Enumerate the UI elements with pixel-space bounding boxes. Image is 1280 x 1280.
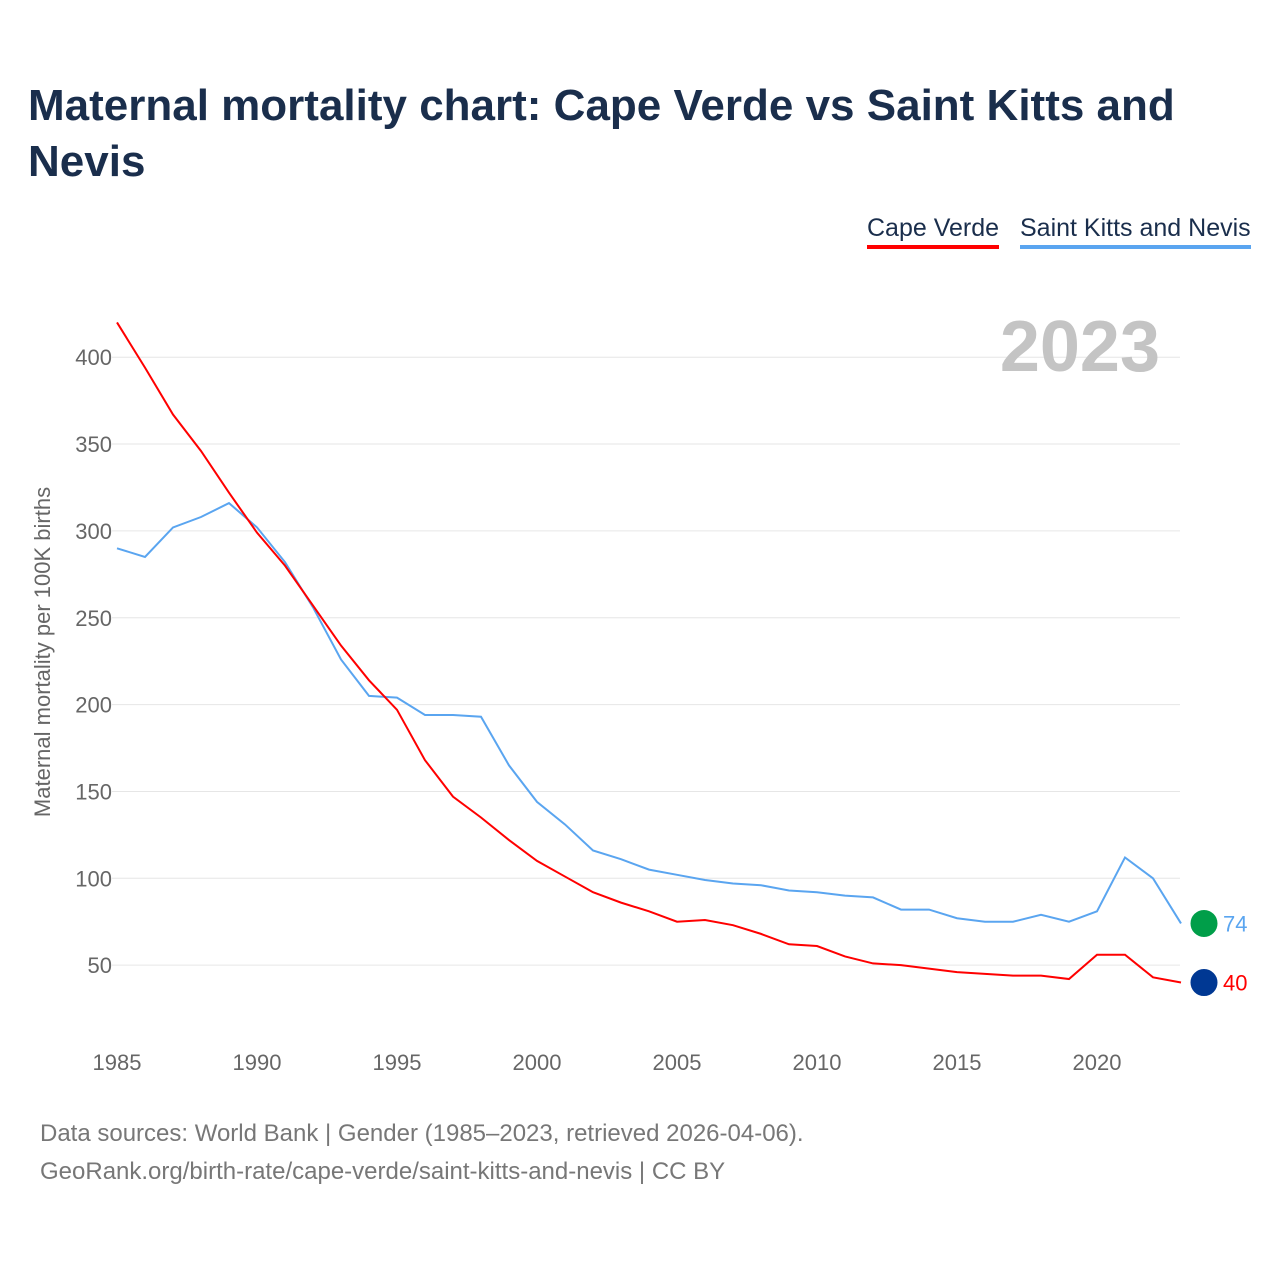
y-tick-label: 200 [75, 693, 112, 718]
flag-icon [1189, 908, 1219, 938]
chart-title: Maternal mortality chart: Cape Verde vs … [28, 81, 1175, 186]
y-tick-label: 250 [75, 606, 112, 631]
end-value-label: 40 [1223, 971, 1247, 996]
y-tick-label: 100 [75, 866, 112, 891]
x-tick-label: 1985 [93, 1050, 142, 1075]
x-tick-label: 2000 [513, 1050, 562, 1075]
source-line: Data sources: World Bank | Gender (1985–… [40, 1120, 804, 1147]
x-tick-label: 2020 [1073, 1050, 1122, 1075]
y-tick-label: 300 [75, 519, 112, 544]
y-axis-label: Maternal mortality per 100K births [30, 487, 55, 817]
x-tick-label: 1990 [233, 1050, 282, 1075]
x-tick-label: 2010 [793, 1050, 842, 1075]
end-value-label: 74 [1223, 911, 1247, 936]
x-tick-label: 2005 [653, 1050, 702, 1075]
y-tick-label: 50 [88, 953, 112, 978]
x-tick-label: 1995 [373, 1050, 422, 1075]
y-tick-label: 350 [75, 432, 112, 457]
series-line-saint-kitts-and-nevis [116, 501, 1182, 924]
url-line: GeoRank.org/birth-rate/cape-verde/saint-… [40, 1158, 726, 1185]
legend-saint-kitts-and-nevis[interactable]: Saint Kitts and Nevis [1020, 214, 1251, 249]
series-line-cape-verde [116, 321, 1182, 984]
legend-cape-verde[interactable]: Cape Verde [867, 214, 1000, 249]
x-tick-label: 2015 [933, 1050, 982, 1075]
year-label: 2023 [1000, 307, 1160, 387]
y-tick-label: 150 [75, 779, 112, 804]
flag-icon [1189, 968, 1219, 998]
y-tick-label: 400 [75, 345, 112, 370]
